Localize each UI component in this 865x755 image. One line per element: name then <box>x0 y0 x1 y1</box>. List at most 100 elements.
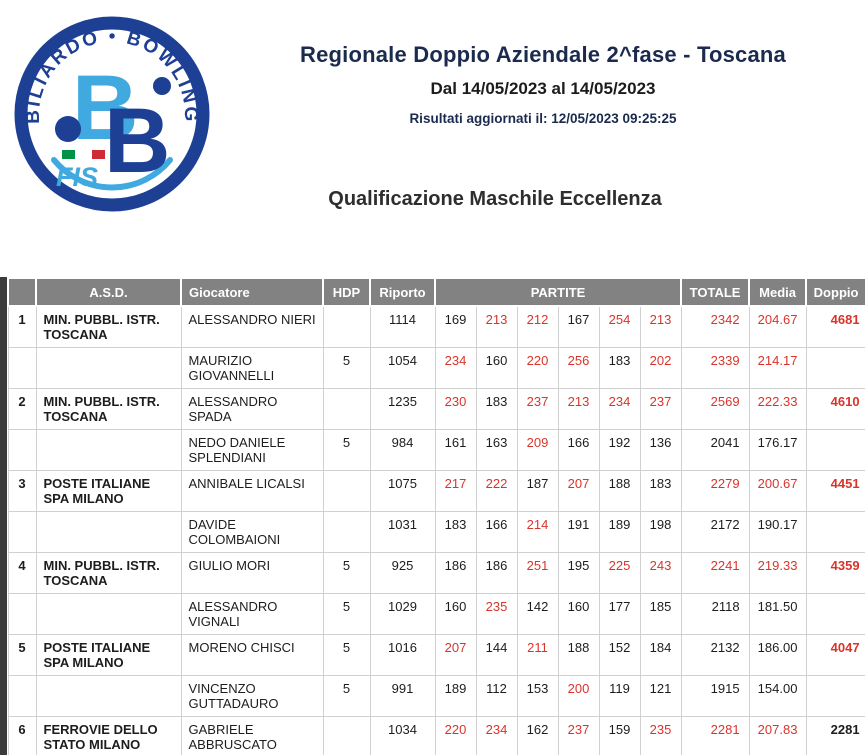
game-score-cell: 214 <box>516 510 559 553</box>
table-row: 6 FERROVIE DELLO STATO MILANO GABRIELE A… <box>7 715 865 755</box>
game-score-cell: 212 <box>516 305 559 348</box>
table-row: DAVIDE COLOMBAIONI 1031 183 166 214 191 … <box>7 510 865 553</box>
team-cell: POSTE ITALIANE SPA MILANO <box>35 469 182 512</box>
doppio-cell: 4047 <box>805 633 865 676</box>
game-score-cell: 211 <box>516 633 559 676</box>
logo-ball-icon <box>55 116 81 142</box>
game-score-cell: 144 <box>475 633 518 676</box>
game-score-cell: 160 <box>434 592 477 635</box>
media-cell: 186.00 <box>748 633 807 676</box>
game-score-cell: 187 <box>516 469 559 512</box>
player-cell: ALESSANDRO VIGNALI <box>180 592 324 635</box>
game-score-cell: 183 <box>639 469 682 512</box>
hdp-cell: 5 <box>322 633 371 676</box>
totale-cell: 2279 <box>680 469 750 512</box>
riporto-cell: 1075 <box>369 469 436 512</box>
game-score-cell: 207 <box>557 469 600 512</box>
rank-cell: 3 <box>7 469 37 512</box>
riporto-cell: 1114 <box>369 305 436 348</box>
table-row: 2 MIN. PUBBL. ISTR. TOSCANA ALESSANDRO S… <box>7 387 865 430</box>
table-row: VINCENZO GUTTADAURO 5 991 189 112 153 20… <box>7 674 865 717</box>
totale-cell: 2241 <box>680 551 750 594</box>
game-score-cell: 198 <box>639 510 682 553</box>
table-row: 1 MIN. PUBBL. ISTR. TOSCANA ALESSANDRO N… <box>7 305 865 348</box>
header-giocatore: Giocatore <box>180 277 324 307</box>
table-row: NEDO DANIELE SPLENDIANI 5 984 161 163 20… <box>7 428 865 471</box>
game-score-cell: 162 <box>516 715 559 755</box>
riporto-cell: 925 <box>369 551 436 594</box>
game-score-cell: 222 <box>475 469 518 512</box>
player-cell: ALESSANDRO SPADA <box>180 387 324 430</box>
riporto-cell: 1031 <box>369 510 436 553</box>
riporto-cell: 1054 <box>369 346 436 389</box>
results-table-header: A.S.D. Giocatore HDP Riporto PARTITE TOT… <box>7 277 865 307</box>
page-title: Regionale Doppio Aziendale 2^fase - Tosc… <box>300 42 786 67</box>
game-score-cell: 188 <box>557 633 600 676</box>
riporto-cell: 984 <box>369 428 436 471</box>
game-score-cell: 188 <box>598 469 641 512</box>
totale-cell: 2041 <box>680 428 750 471</box>
results-table-body: 1 MIN. PUBBL. ISTR. TOSCANA ALESSANDRO N… <box>7 305 865 755</box>
team-cell: FERROVIE DELLO STATO MILANO <box>35 715 182 755</box>
media-cell: 219.33 <box>748 551 807 594</box>
logo-outer-ring <box>14 16 210 212</box>
player-cell: DAVIDE COLOMBAIONI <box>180 510 324 553</box>
logo-dot-icon <box>153 77 171 95</box>
player-cell: NEDO DANIELE SPLENDIANI <box>180 428 324 471</box>
game-score-cell: 191 <box>557 510 600 553</box>
game-score-cell: 136 <box>639 428 682 471</box>
game-score-cell: 234 <box>598 387 641 430</box>
game-score-cell: 183 <box>475 387 518 430</box>
header-row: A.S.D. Giocatore HDP Riporto PARTITE TOT… <box>7 277 865 307</box>
flag-green-icon <box>62 150 75 159</box>
game-score-cell: 183 <box>434 510 477 553</box>
game-score-cell: 207 <box>434 633 477 676</box>
game-score-cell: 217 <box>434 469 477 512</box>
doppio-cell <box>805 428 865 471</box>
totale-cell: 2569 <box>680 387 750 430</box>
game-score-cell: 159 <box>598 715 641 755</box>
doppio-cell: 4359 <box>805 551 865 594</box>
event-date-range: Dal 14/05/2023 al 14/05/2023 <box>430 79 656 98</box>
doppio-cell: 4610 <box>805 387 865 430</box>
header-hdp: HDP <box>322 277 371 307</box>
team-cell <box>35 592 182 635</box>
team-cell <box>35 674 182 717</box>
game-score-cell: 183 <box>598 346 641 389</box>
table-row: ALESSANDRO VIGNALI 5 1029 160 235 142 16… <box>7 592 865 635</box>
table-row: 4 MIN. PUBBL. ISTR. TOSCANA GIULIO MORI … <box>7 551 865 594</box>
media-cell: 222.33 <box>748 387 807 430</box>
game-score-cell: 213 <box>639 305 682 348</box>
game-score-cell: 121 <box>639 674 682 717</box>
game-score-cell: 166 <box>557 428 600 471</box>
media-cell: 181.50 <box>748 592 807 635</box>
hdp-cell: 5 <box>322 674 371 717</box>
hdp-cell <box>322 387 371 430</box>
logo-monogram-light-b: B <box>72 57 138 159</box>
totale-cell: 1915 <box>680 674 750 717</box>
game-score-cell: 237 <box>639 387 682 430</box>
game-score-cell: 234 <box>434 346 477 389</box>
results-table: A.S.D. Giocatore HDP Riporto PARTITE TOT… <box>7 277 865 755</box>
player-cell: GABRIELE ABBRUSCATO <box>180 715 324 755</box>
hdp-cell: 5 <box>322 551 371 594</box>
riporto-cell: 1029 <box>369 592 436 635</box>
player-cell: ALESSANDRO NIERI <box>180 305 324 348</box>
riporto-cell: 1235 <box>369 387 436 430</box>
doppio-cell: 2281 <box>805 715 865 755</box>
totale-cell: 2132 <box>680 633 750 676</box>
fisb-logo-svg: BILIARDO • BOWLING B B FIS <box>14 16 210 212</box>
game-score-cell: 189 <box>434 674 477 717</box>
rank-cell: 4 <box>7 551 37 594</box>
header-asd: A.S.D. <box>35 277 182 307</box>
game-score-cell: 163 <box>475 428 518 471</box>
game-score-cell: 213 <box>557 387 600 430</box>
team-cell <box>35 428 182 471</box>
hdp-cell <box>322 510 371 553</box>
header-rank <box>7 277 37 307</box>
game-score-cell: 160 <box>475 346 518 389</box>
hdp-cell: 5 <box>322 346 371 389</box>
game-score-cell: 167 <box>557 305 600 348</box>
game-score-cell: 220 <box>516 346 559 389</box>
doppio-cell: 4681 <box>805 305 865 348</box>
